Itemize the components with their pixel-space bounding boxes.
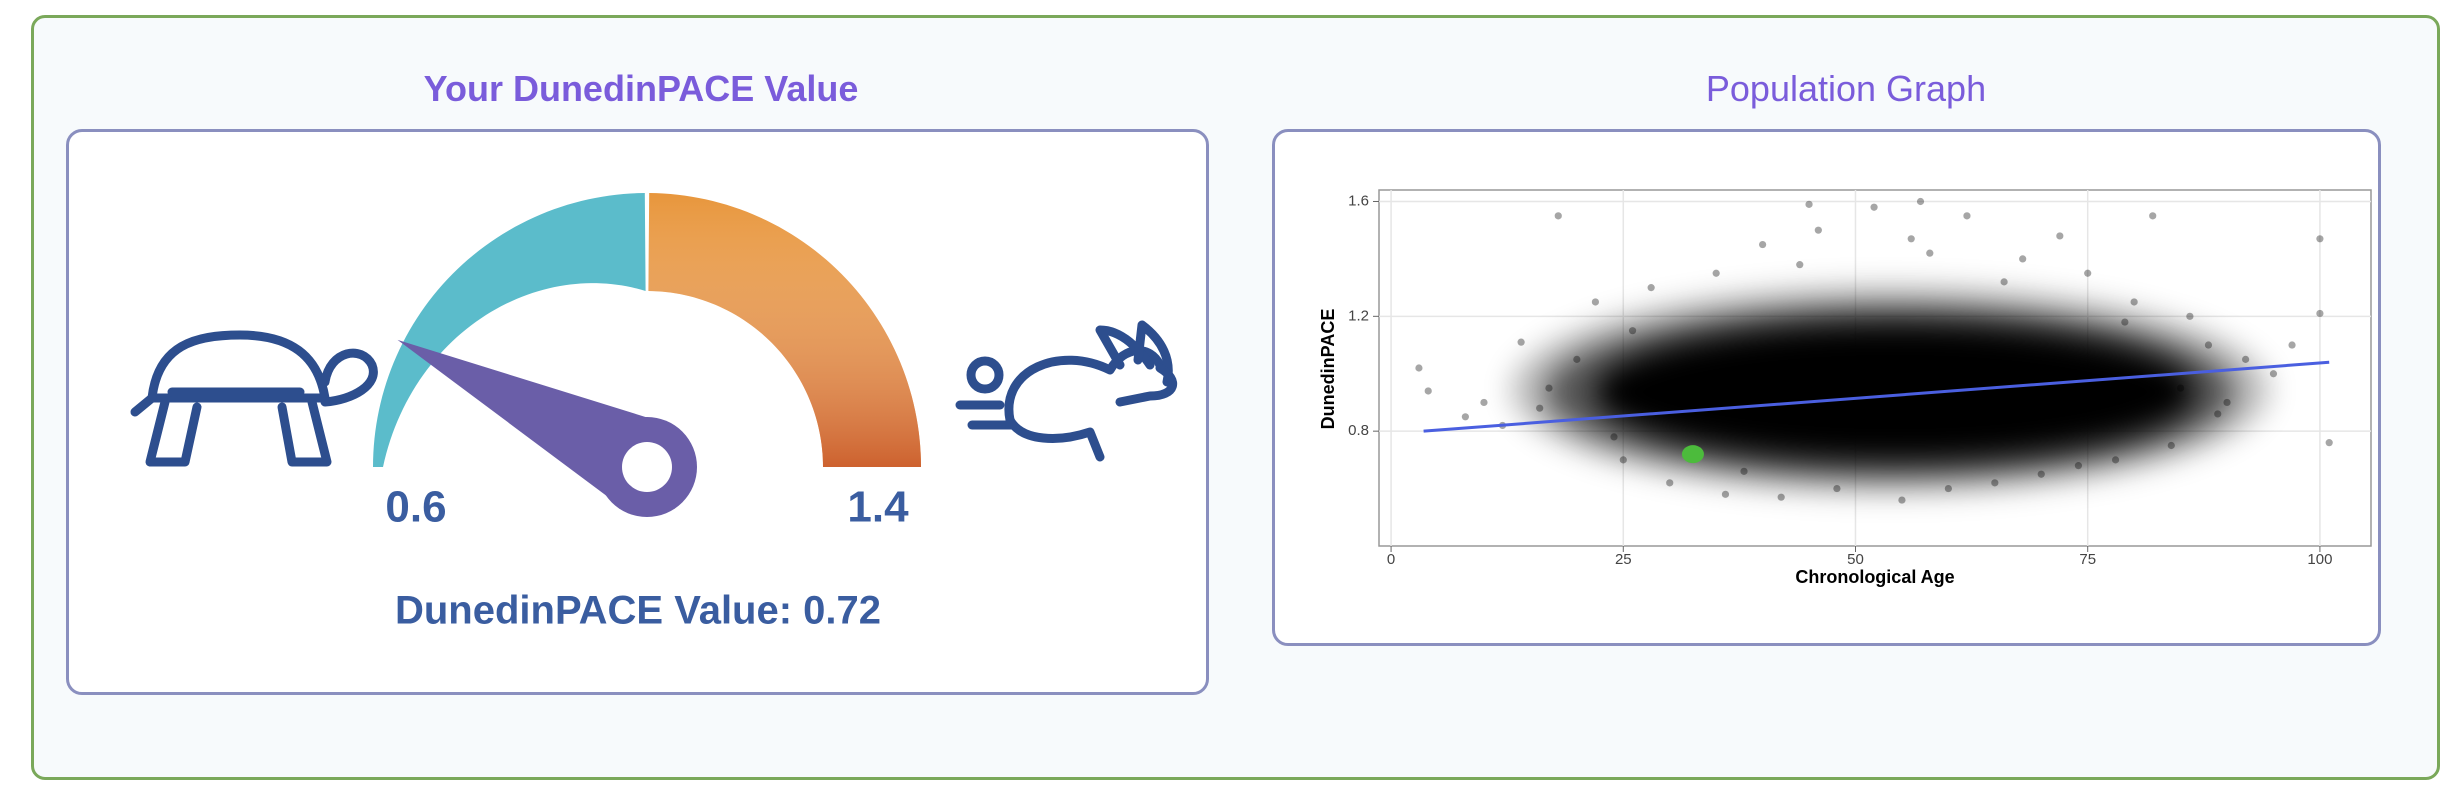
scatter-point [2121,318,2129,326]
scatter-point [2288,341,2296,349]
scatter-point [1898,496,1906,504]
scatter-point [1666,479,1674,487]
scatter-point [2084,269,2092,277]
gauge-tick-label: 0.6 [385,483,446,532]
x-tick-label: 50 [1847,551,1864,568]
turtle-icon [130,330,378,467]
scatter-point [1796,261,1804,269]
scatter-point [1461,413,1469,421]
scatter-point [2056,232,2064,240]
scatter-point [2325,439,2333,447]
scatter-point [2186,312,2194,320]
scatter-point [2223,398,2231,407]
y-tick-label: 1.6 [1348,192,1369,209]
scatter-point [2242,355,2250,363]
scatter-point [2019,255,2027,263]
scatter-point [1907,235,1915,243]
scatter-point [2316,309,2324,318]
scatter-point [1944,484,1952,493]
scatter-point [1573,355,1581,363]
x-tick-label: 75 [2079,551,2096,568]
scatter-point [1916,197,1925,206]
scatter-point [1814,226,1822,234]
scatter-point [1777,493,1785,501]
gauge-value-label: DunedinPACE Value: 0.72 [395,589,881,633]
scatter-point [2074,462,2083,470]
scatter-point [1554,212,1562,220]
y-axis-label: DunedinPACE [1318,309,1338,430]
scatter-point [2176,384,2185,392]
scatter-point [1870,203,1878,211]
scatter-point [1415,364,1423,372]
scatter-point [1647,284,1655,292]
scatter-point [1805,200,1813,208]
scatter-point [1628,327,1637,335]
gauge-band-shade [648,193,921,467]
scatter-point [1545,384,1553,392]
highlight-point [1681,445,1704,464]
gauge-chart: 0.6 1.4 DunedinPACE Value: 0.72 [130,193,1178,633]
scatter-point [1610,433,1618,441]
scatter-point [2037,470,2045,478]
scatter-point [1833,484,1841,493]
section-title: Population Graph [1705,68,1987,109]
gauge-tick-label: 1.4 [847,483,909,532]
scatter-point [1963,212,1971,220]
x-tick-label: 25 [1615,551,1632,568]
scatter-point [2000,278,2008,286]
rabbit-icon [955,320,1178,462]
density-core [1510,285,2270,495]
scatter-point [1740,467,1748,475]
scatter-point [2167,441,2175,450]
y-tick-label: 0.8 [1348,422,1369,439]
points [1415,197,2333,504]
scatter-point [2204,341,2213,349]
scatter-point [1424,387,1432,395]
scatter-point [2214,410,2222,418]
scatter-point [2149,212,2157,220]
scatter-point [1536,404,1544,412]
section-title: Your DunedinPACE Value [423,68,859,109]
y-tick-label: 1.2 [1348,307,1369,324]
scatter-point [1991,479,1999,487]
scatter-point [2111,456,2120,464]
scatter-point [2130,298,2138,306]
scatter-point [1619,456,1627,464]
scatter-point [2269,370,2278,378]
scatter-point [1721,490,1730,498]
needle-hole [622,442,672,492]
scatter-point [1759,240,1767,249]
x-axis-label: Chronological Age [1795,567,1954,587]
scatter-point [1480,398,1488,407]
trend-line [1423,360,2330,433]
scatter-point [1926,249,1934,257]
gauge-band [373,193,646,467]
x-tick-label: 0 [1387,551,1395,568]
scatter-point [1591,298,1600,306]
scatter-point [1517,338,1525,346]
scatter-point [1712,269,1720,277]
scatter-point [2316,235,2324,243]
x-tick-label: 100 [2307,551,2332,568]
